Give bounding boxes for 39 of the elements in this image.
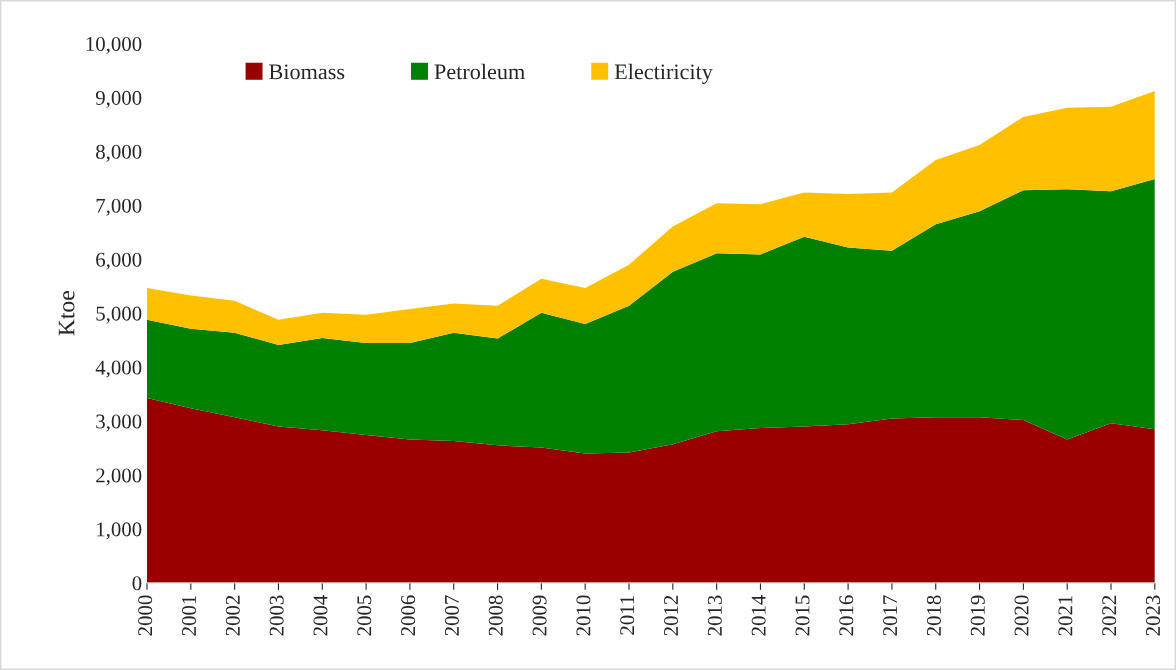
- x-tick-label: 2001: [181, 595, 197, 636]
- x-tick-label: 2014: [751, 595, 766, 636]
- y-tick-label: 0: [132, 576, 142, 591]
- x-tick-label: 2022: [1102, 595, 1117, 636]
- x-tick-label: 2017: [883, 595, 898, 636]
- x-tick-label: 2015: [795, 595, 810, 636]
- legend-label: Biomass: [269, 64, 345, 80]
- y-tick-label: 4,000: [95, 360, 142, 378]
- y-tick-label: 5,000: [96, 306, 142, 324]
- x-tick-label: 2010: [576, 595, 591, 636]
- x-tick-label: 2009: [532, 595, 547, 636]
- x-tick-label: 2016: [839, 595, 854, 636]
- x-tick-label: 2023: [1145, 595, 1161, 636]
- y-tick-label: 1,000: [97, 522, 142, 540]
- y-tick-label: 7,000: [96, 198, 142, 216]
- x-tick-label: 2007: [444, 595, 459, 636]
- x-tick-label: 2021: [1058, 595, 1073, 636]
- x-tick-label: 2003: [269, 595, 284, 636]
- x-tick-label: 2004: [313, 595, 328, 636]
- x-tick-label: 2018: [926, 595, 941, 636]
- y-tick-label: 8,000: [96, 144, 142, 162]
- x-tick-label: 2019: [970, 595, 985, 636]
- legend-label: Petroleum: [434, 63, 525, 80]
- y-tick-label: 3,000: [96, 414, 142, 432]
- y-tick-label: 6,000: [96, 252, 142, 270]
- x-tick-label: 2002: [225, 595, 240, 636]
- x-tick-label: 2013: [707, 595, 722, 636]
- y-axis-title: Ktoe: [58, 291, 75, 336]
- x-tick-label: 2000: [138, 595, 153, 636]
- x-tick-label: 2008: [488, 595, 503, 636]
- legend-label: Electiricity: [614, 63, 713, 84]
- y-tick-label: 10,000: [86, 36, 142, 54]
- y-tick-label: 9,000: [95, 90, 142, 108]
- x-tick-label: 2011: [620, 595, 635, 635]
- x-tick-label: 2020: [1014, 595, 1029, 636]
- x-tick-label: 2006: [401, 595, 416, 636]
- y-tick-label: 2,000: [96, 468, 142, 486]
- x-tick-label: 2012: [663, 595, 679, 636]
- x-tick-label: 2005: [357, 595, 372, 636]
